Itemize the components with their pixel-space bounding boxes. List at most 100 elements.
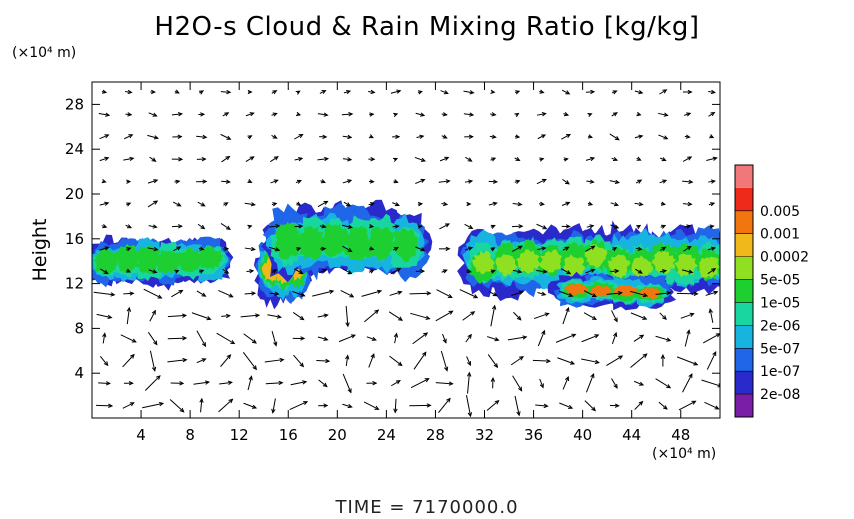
wind-vector-head [642,353,648,359]
wind-vector [98,382,110,385]
wind-vector [464,223,473,229]
cloud-region [495,254,518,277]
wind-vector [463,90,474,94]
wind-vector-head [710,179,716,184]
wind-vector-head [688,269,694,274]
wind-vector-head [420,112,426,117]
wind-vector-head [323,403,329,408]
wind-vector-head [370,353,375,359]
wind-vector-head [179,381,185,386]
wind-vectors [93,89,720,418]
wind-vector [270,156,279,163]
wind-vector [268,225,280,228]
wind-vector [536,113,546,116]
wind-vector-head [153,246,159,252]
wind-vector-head [636,156,642,161]
wind-vector-head [347,157,353,162]
wind-vector-head [271,408,276,414]
wind-vector-head [110,292,116,297]
wind-vector [585,373,595,393]
colorbar-label: 1e-05 [760,295,800,311]
wind-vector-head [594,359,600,365]
wind-vector-head [198,90,204,95]
y-axis-unit: (×10⁴ m) [12,45,77,61]
wind-vector-head [468,179,474,184]
wind-vector-head [347,403,353,409]
wind-vector-head [442,338,447,344]
cloud-region [323,223,347,251]
wind-vector [341,113,353,116]
wind-vector-head [102,224,108,229]
wind-vector-head [206,316,212,321]
wind-vector [559,402,573,409]
wind-vector-head [345,322,350,328]
wind-vector [585,245,595,252]
wind-vector-head [590,245,596,250]
wind-vector [120,334,136,343]
wind-vector [537,247,546,251]
wind-vector [292,312,304,320]
wind-vector [415,112,425,117]
wind-vector-head [614,136,620,141]
wind-vector-head [322,382,328,388]
wind-vector-head [369,223,375,229]
wind-vector-head [272,134,278,139]
wind-vector [535,404,548,407]
wind-vector-head [710,111,716,117]
wind-vector-head [323,313,329,318]
wind-vector-head [539,89,545,94]
plot-frame [91,81,721,419]
wind-vector-head [182,313,188,318]
wind-vector-head [642,292,649,298]
wind-vector [678,400,696,411]
wind-vector-head [490,269,496,274]
wind-vector [122,402,135,409]
wind-vector [98,113,110,116]
x-tick-label: 36 [524,426,543,444]
wind-vector-head [490,376,496,382]
cloud-region [275,222,300,248]
wind-vector [196,358,206,364]
wind-vector [438,180,450,183]
wind-vector-head [345,354,350,360]
wind-vector [242,351,257,370]
wind-vector-head [371,336,377,341]
wind-vector-head [638,400,644,406]
wind-vector [171,113,182,116]
wind-vector [96,313,112,319]
wind-vector-head [491,112,497,117]
wind-vector [560,268,571,275]
wind-vector-head [396,268,402,273]
wind-vector-head [420,178,426,183]
wind-vector-head [613,331,618,337]
y-tick-label: 28 [65,95,84,113]
wind-vector-head [226,354,232,360]
wind-vector [704,401,719,410]
wind-vector-head [251,339,257,344]
wind-vector-head [614,179,621,184]
wind-vector [513,311,522,321]
wind-vector-head [493,179,499,184]
wind-vector-head [589,179,595,184]
wind-vector-head [638,134,644,139]
wind-vector [167,337,187,340]
wind-vector [581,334,599,343]
wind-vector [99,355,109,366]
wind-vector [268,246,280,251]
wind-vector-head [321,90,327,95]
wind-vector [172,201,181,207]
wind-vector-head [466,361,471,367]
colorbar-label: 2e-08 [760,387,800,403]
wind-vector-head [660,201,667,206]
wind-vector-head [522,335,528,340]
wind-vector [341,224,353,229]
wind-vector-head [126,202,132,207]
wind-vector-head [225,313,231,319]
wind-vector [171,289,183,298]
wind-vector-head [642,315,648,320]
wind-vector [555,333,576,343]
wind-vector [486,400,499,411]
wind-vector-head [249,112,255,117]
wind-vector [634,135,643,139]
wind-vector [142,402,164,409]
